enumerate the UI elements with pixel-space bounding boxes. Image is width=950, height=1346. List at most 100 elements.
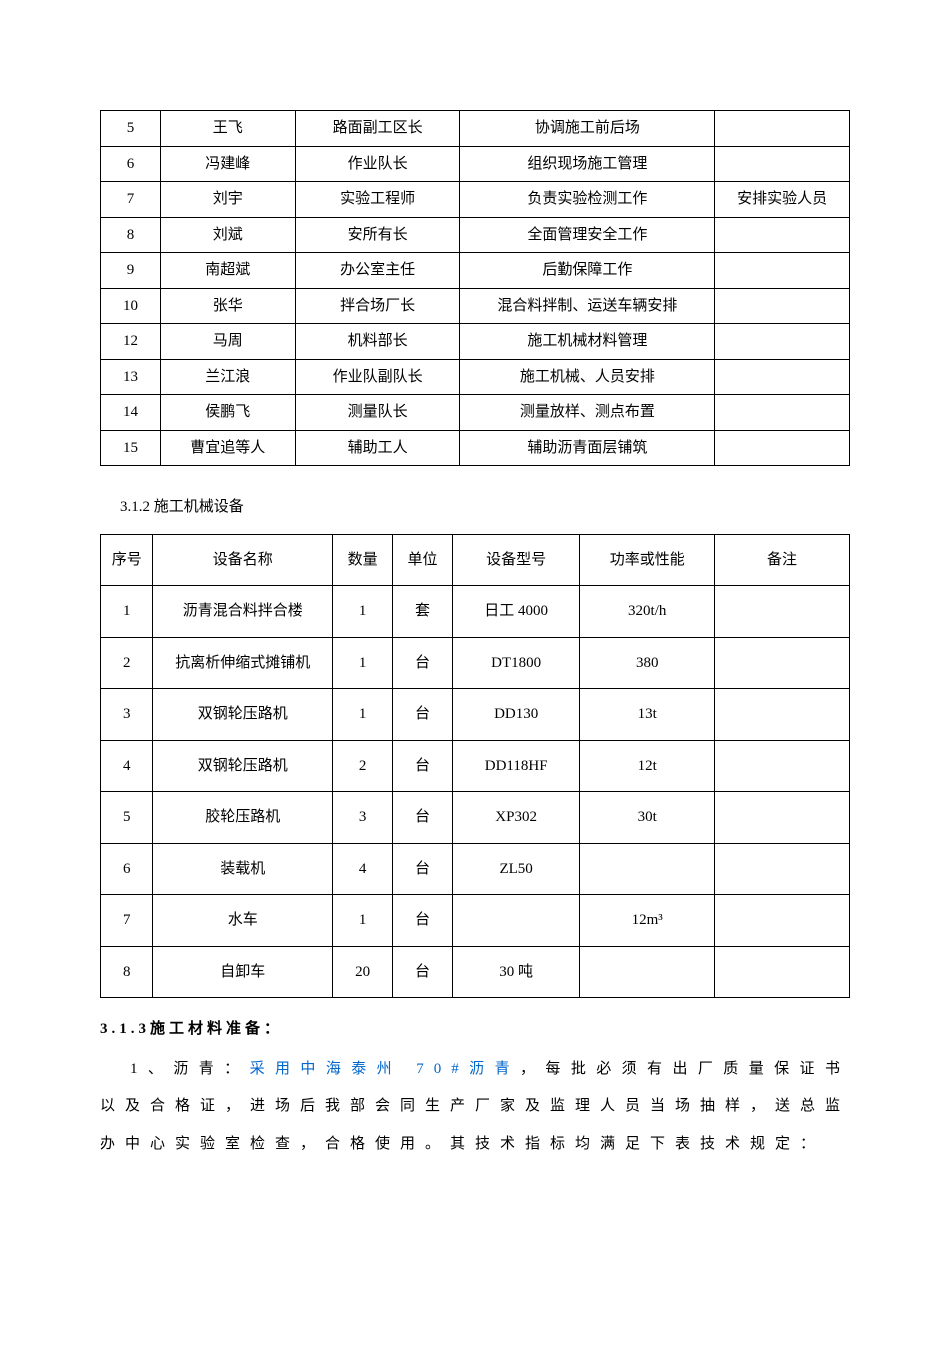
cell: 抗离析伸缩式摊铺机 <box>153 637 333 689</box>
cell: 1 <box>333 689 393 741</box>
table-row: 3双钢轮压路机1台DD13013t <box>101 689 850 741</box>
cell: XP302 <box>452 792 579 844</box>
para-blue: 采用中海泰州 70#沥青 <box>250 1061 520 1077</box>
table-row: 14侯鹏飞测量队长测量放样、测点布置 <box>101 395 850 431</box>
cell: 5 <box>101 111 161 147</box>
table-row: 5胶轮压路机3台XP30230t <box>101 792 850 844</box>
cell: 马周 <box>160 324 295 360</box>
cell: 刘斌 <box>160 217 295 253</box>
cell: 测量放样、测点布置 <box>460 395 715 431</box>
cell: 机料部长 <box>295 324 460 360</box>
cell: 14 <box>101 395 161 431</box>
cell: 15 <box>101 430 161 466</box>
cell: DD118HF <box>452 740 579 792</box>
cell: 负责实验检测工作 <box>460 182 715 218</box>
cell: 安排实验人员 <box>715 182 850 218</box>
table-row: 13兰江浪作业队副队长施工机械、人员安排 <box>101 359 850 395</box>
material-paragraph: 1、沥青：采用中海泰州 70#沥青，每批必须有出厂质量保证书以及合格证，进场后我… <box>100 1051 850 1164</box>
cell <box>580 946 715 998</box>
section-313-heading: 3.1.3施工材料准备： <box>100 1018 850 1041</box>
cell <box>452 895 579 947</box>
table-row: 1沥青混合料拌合楼1套日工 4000320t/h <box>101 586 850 638</box>
equipment-table-body: 1沥青混合料拌合楼1套日工 4000320t/h2抗离析伸缩式摊铺机1台DT18… <box>101 586 850 998</box>
cell: 水车 <box>153 895 333 947</box>
cell: 2 <box>333 740 393 792</box>
cell: 台 <box>393 843 453 895</box>
cell: 380 <box>580 637 715 689</box>
cell: 3 <box>101 689 153 741</box>
cell <box>715 637 850 689</box>
table-row: 7水车1台12m³ <box>101 895 850 947</box>
cell: 10 <box>101 288 161 324</box>
cell: 6 <box>101 843 153 895</box>
cell: 协调施工前后场 <box>460 111 715 147</box>
cell: 1 <box>101 586 153 638</box>
cell: 双钢轮压路机 <box>153 740 333 792</box>
cell: 7 <box>101 182 161 218</box>
cell: 辅助沥青面层铺筑 <box>460 430 715 466</box>
cell: ZL50 <box>452 843 579 895</box>
cell: 张华 <box>160 288 295 324</box>
header-model: 设备型号 <box>452 534 579 586</box>
cell: 1 <box>333 637 393 689</box>
personnel-table-body: 5王飞路面副工区长协调施工前后场6冯建峰作业队长组织现场施工管理7刘宇实验工程师… <box>101 111 850 466</box>
cell <box>715 843 850 895</box>
cell: 5 <box>101 792 153 844</box>
table-row: 8刘斌安所有长全面管理安全工作 <box>101 217 850 253</box>
cell <box>715 895 850 947</box>
cell: 320t/h <box>580 586 715 638</box>
cell: 兰江浪 <box>160 359 295 395</box>
header-note: 备注 <box>715 534 850 586</box>
cell <box>580 843 715 895</box>
cell: 12 <box>101 324 161 360</box>
cell <box>715 792 850 844</box>
table-row: 7刘宇实验工程师负责实验检测工作安排实验人员 <box>101 182 850 218</box>
cell: 装载机 <box>153 843 333 895</box>
table-row: 6冯建峰作业队长组织现场施工管理 <box>101 146 850 182</box>
cell <box>715 111 850 147</box>
cell <box>715 430 850 466</box>
cell: 拌合场厂长 <box>295 288 460 324</box>
cell: 台 <box>393 689 453 741</box>
cell <box>715 324 850 360</box>
cell: 安所有长 <box>295 217 460 253</box>
cell: 30 吨 <box>452 946 579 998</box>
equipment-header-row: 序号 设备名称 数量 单位 设备型号 功率或性能 备注 <box>101 534 850 586</box>
cell: 冯建峰 <box>160 146 295 182</box>
table-row: 4双钢轮压路机2台DD118HF12t <box>101 740 850 792</box>
cell: 台 <box>393 946 453 998</box>
cell: 2 <box>101 637 153 689</box>
cell: 后勤保障工作 <box>460 253 715 289</box>
cell: 20 <box>333 946 393 998</box>
cell: 4 <box>333 843 393 895</box>
cell: 施工机械、人员安排 <box>460 359 715 395</box>
cell: 测量队长 <box>295 395 460 431</box>
cell: 沥青混合料拌合楼 <box>153 586 333 638</box>
cell: 路面副工区长 <box>295 111 460 147</box>
cell <box>715 217 850 253</box>
cell: 13 <box>101 359 161 395</box>
cell: 6 <box>101 146 161 182</box>
table-row: 12马周机料部长施工机械材料管理 <box>101 324 850 360</box>
equipment-table: 序号 设备名称 数量 单位 设备型号 功率或性能 备注 1沥青混合料拌合楼1套日… <box>100 534 850 999</box>
table-row: 15曹宜追等人辅助工人辅助沥青面层铺筑 <box>101 430 850 466</box>
table-row: 5王飞路面副工区长协调施工前后场 <box>101 111 850 147</box>
cell: 台 <box>393 637 453 689</box>
cell <box>715 689 850 741</box>
cell: 12m³ <box>580 895 715 947</box>
cell: 1 <box>333 895 393 947</box>
cell: 台 <box>393 740 453 792</box>
cell <box>715 946 850 998</box>
cell <box>715 740 850 792</box>
cell: 混合料拌制、运送车辆安排 <box>460 288 715 324</box>
cell: 8 <box>101 946 153 998</box>
cell <box>715 586 850 638</box>
cell: 办公室主任 <box>295 253 460 289</box>
cell <box>715 395 850 431</box>
section-312-heading: 3.1.2 施工机械设备 <box>120 496 850 519</box>
cell: 30t <box>580 792 715 844</box>
personnel-table: 5王飞路面副工区长协调施工前后场6冯建峰作业队长组织现场施工管理7刘宇实验工程师… <box>100 110 850 466</box>
cell <box>715 253 850 289</box>
cell: 组织现场施工管理 <box>460 146 715 182</box>
cell: 套 <box>393 586 453 638</box>
